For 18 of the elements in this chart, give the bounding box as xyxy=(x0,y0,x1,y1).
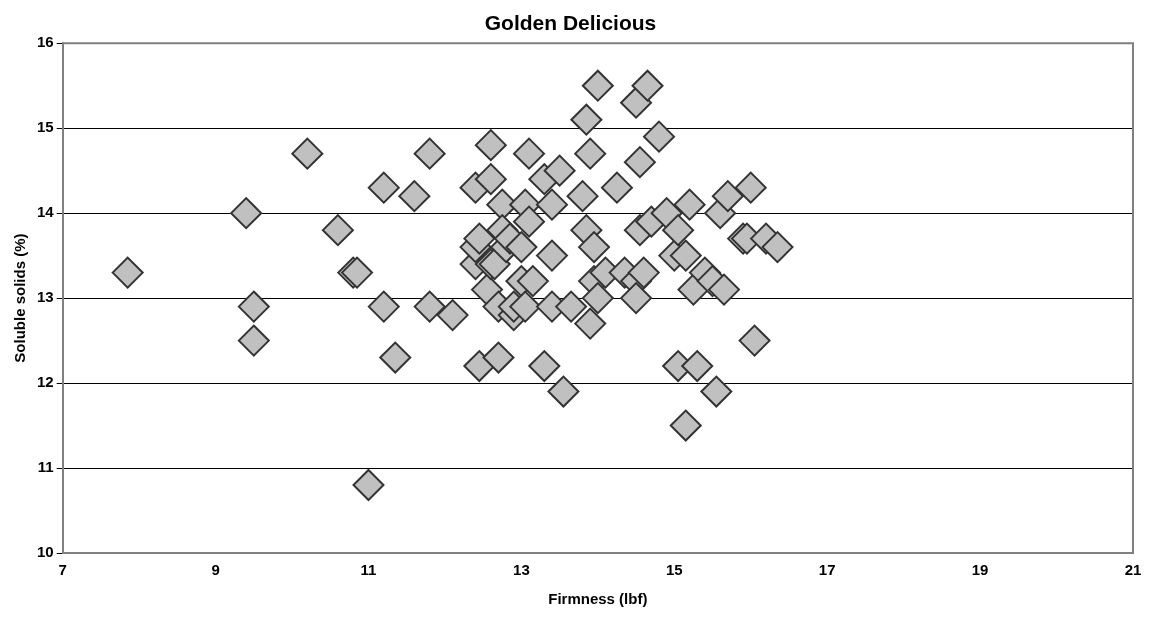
x-axis-title: Firmness (lbf) xyxy=(548,590,648,608)
y-tick-label: 16 xyxy=(37,33,54,51)
y-tick-label: 14 xyxy=(37,203,55,221)
y-tick-label: 15 xyxy=(37,118,54,136)
chart-title: Golden Delicious xyxy=(484,11,657,35)
x-tick-label: 13 xyxy=(513,561,530,579)
x-tick-label: 15 xyxy=(665,561,683,579)
x-tick-label: 19 xyxy=(971,561,989,579)
y-axis-title: Soluble solids (%) xyxy=(11,233,29,363)
y-tick-label: 10 xyxy=(37,543,54,561)
x-tick-label: 7 xyxy=(58,561,67,579)
y-tick-label: 11 xyxy=(37,458,54,476)
y-tick-label: 12 xyxy=(37,373,54,391)
y-tick-label: 13 xyxy=(37,288,54,306)
x-tick-label: 11 xyxy=(360,561,377,579)
x-tick-label: 9 xyxy=(211,561,220,579)
x-tick-label: 17 xyxy=(818,561,836,579)
x-tick-label: 21 xyxy=(1124,561,1142,579)
